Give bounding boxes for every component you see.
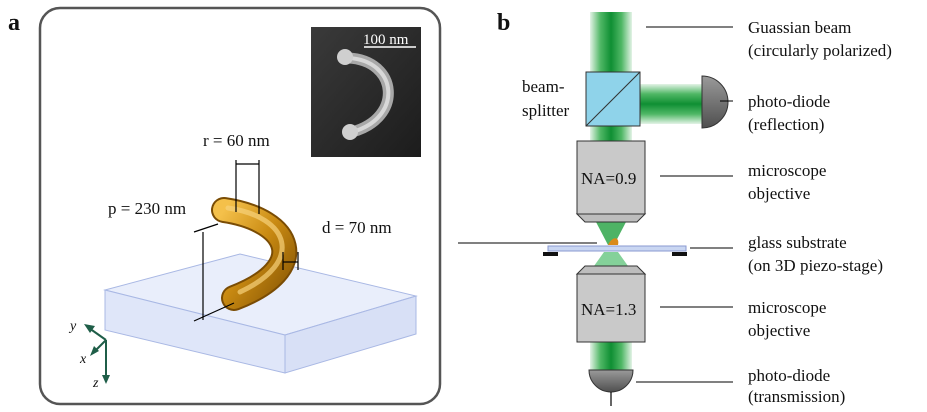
objective-bottom — [575, 265, 647, 343]
label-obj2-2: objective — [748, 321, 810, 340]
dim-r-label: r = 60 nm — [203, 131, 270, 150]
axis-y-label: y — [68, 319, 77, 334]
beamsplitter-label-1: beam- — [522, 77, 565, 96]
objective-top-na: NA=0.9 — [581, 169, 636, 188]
dim-r: r = 60 nm — [203, 131, 270, 214]
dim-p: p = 230 nm — [108, 199, 235, 322]
dim-p-label: p = 230 nm — [108, 199, 186, 218]
beamsplitter — [585, 71, 641, 127]
gold-nanostructure — [211, 197, 298, 311]
sem-inset: 100 nm — [311, 27, 421, 157]
dim-d: d = 70 nm — [282, 218, 392, 270]
objective-top — [575, 140, 647, 223]
leader-lines — [636, 26, 733, 383]
label-refl-1: photo-diode — [748, 92, 830, 111]
glass-substrate — [458, 238, 687, 256]
panel-b-letter: b — [497, 10, 510, 36]
dim-d-label: d = 70 nm — [322, 218, 392, 237]
label-obj1-2: objective — [748, 184, 810, 203]
label-glass-1: glass substrate — [748, 233, 847, 252]
label-beam-1: Guassian beam — [748, 18, 851, 37]
objective-bottom-na: NA=1.3 — [581, 300, 636, 319]
beamsplitter-label-2: splitter — [522, 101, 570, 120]
photodiode-reflection — [701, 75, 729, 129]
label-obj2-1: microscope — [748, 298, 826, 317]
label-obj1-1: microscope — [748, 161, 826, 180]
label-glass-2: (on 3D piezo-stage) — [748, 256, 883, 275]
photodiode-transmission — [588, 369, 634, 406]
axis-z-label: z — [92, 376, 99, 391]
axis-x-label: x — [79, 352, 87, 367]
label-refl-2: (reflection) — [748, 115, 824, 134]
coordinate-axes: y x z — [68, 319, 110, 391]
label-trans-2: (transmission) — [748, 387, 845, 406]
label-trans-1: photo-diode — [748, 366, 830, 385]
label-beam-2: (circularly polarized) — [748, 41, 892, 60]
scale-bar-label: 100 nm — [363, 32, 409, 48]
panel-a-letter: a — [8, 10, 20, 36]
